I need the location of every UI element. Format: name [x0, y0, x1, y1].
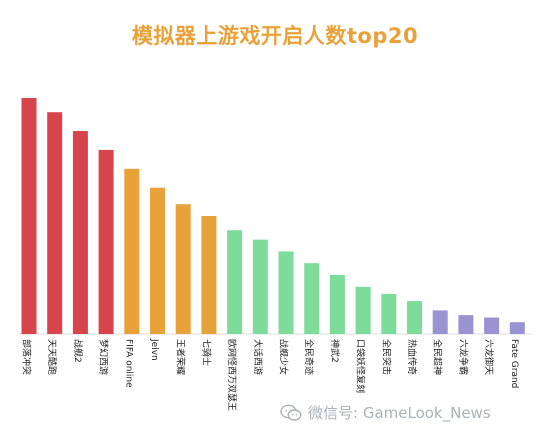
x-tick-label: 王者荣耀: [175, 339, 187, 375]
bar-10: [252, 239, 268, 334]
x-tick-label: 大话西游: [252, 339, 264, 375]
x-tick-label: 梦幻西游: [98, 339, 110, 375]
x-tick-label: Fate Grand: [509, 339, 519, 388]
bar-17: [432, 310, 448, 334]
bar-3: [72, 131, 88, 334]
wechat-icon: [280, 404, 302, 421]
x-tick-label: 部落冲突: [21, 339, 33, 375]
bar-6: [150, 187, 165, 334]
bar-13: [329, 275, 345, 334]
x-tick-label: 热血传奇: [406, 339, 418, 375]
chart-title: 模拟器上游戏开启人数top20: [131, 24, 419, 48]
x-tick-label: 六龙争霸: [457, 339, 469, 375]
bar-15: [381, 293, 397, 334]
x-tick-label: 七骑士: [200, 339, 212, 366]
bar-4: [98, 149, 114, 334]
bar-9: [227, 230, 243, 334]
x-tick-label: 六龙御天: [483, 339, 495, 375]
x-tick-label: 口袋妖怪复刻: [355, 339, 367, 393]
watermark: 微信号: GameLook_News: [280, 402, 491, 423]
bar-20: [509, 322, 525, 334]
bar-2: [47, 112, 63, 334]
tick-labels-group: 部落冲突 天天酷跑 战舰2 梦幻西游 FIFA online Jelvn 王者荣耀 七骑士 欧网…: [21, 338, 519, 411]
watermark-text: 微信号: GameLook_News: [308, 404, 491, 422]
x-tick-label: 欧网怪西万双瑟王: [226, 339, 238, 411]
bar-18: [458, 315, 474, 334]
x-tick-label: FIFA online: [123, 339, 133, 388]
bars-group: [21, 98, 525, 334]
bar-5: [124, 168, 140, 334]
x-tick-label: 全民突击: [380, 339, 392, 375]
bar-12: [304, 263, 320, 334]
bar-19: [484, 317, 500, 334]
x-tick-label: 神武2: [329, 339, 341, 363]
bar-14: [355, 286, 371, 334]
x-tick-label: Jelvn: [149, 338, 159, 361]
x-tick-label: 全民奇迹: [303, 339, 315, 375]
bar-1: [21, 98, 37, 334]
bar-7: [175, 204, 191, 334]
bar-8: [201, 216, 217, 334]
x-tick-label: 全民超神: [432, 339, 444, 375]
bar-16: [407, 301, 422, 334]
x-tick-label: 战舰2: [72, 339, 84, 363]
x-tick-label: 战舰少女: [278, 339, 290, 375]
x-tick-label: 天天酷跑: [46, 339, 58, 375]
bar-11: [278, 251, 294, 334]
